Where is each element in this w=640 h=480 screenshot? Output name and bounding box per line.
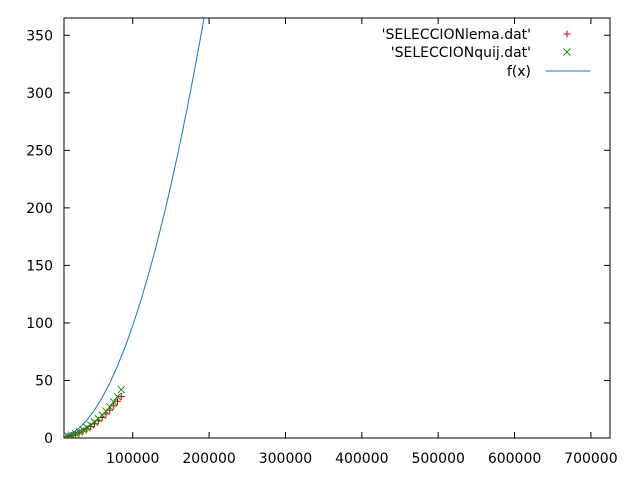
legend-label: f(x) [507,64,531,80]
legend-label: 'SELECCIONquij.dat' [391,45,531,61]
point-seleccionlema [113,397,121,405]
point-seleccionquij [105,402,114,411]
point-seleccionquij [117,385,126,394]
y-tick-label: 250 [26,143,53,159]
x-tick-label: 700000 [564,451,617,467]
y-tick-label: 350 [26,28,53,44]
point-seleccionlema [117,393,125,401]
y-tick-label: 50 [35,373,53,389]
y-tick-label: 150 [26,258,53,274]
point-seleccionquij [109,398,118,406]
point-seleccionquij [113,392,122,401]
y-tick-label: 200 [26,201,53,217]
plot-area [64,18,205,438]
legend-label: 'SELECCIONlema.dat' [382,27,531,43]
x-axis: 100000 200000 300000 400000 500000 600000 7000… [106,18,618,467]
x-tick-label: 500000 [411,451,464,467]
x-tick-label: 300000 [259,451,312,467]
point-seleccionquij [71,429,80,438]
y-tick-label: 0 [44,431,53,447]
x-tick-label: 200000 [182,451,235,467]
plot-border [63,17,611,439]
series-line-fx [64,18,205,438]
point-seleccionquij [79,426,87,434]
y-tick-label: 100 [26,316,53,332]
legend: 'SELECCIONlema.dat' 'SELECCIONquij.dat' f(… [382,27,590,80]
x-tick-label: 100000 [106,451,159,467]
x-tick-label: 400000 [335,451,388,467]
point-seleccionquij [86,421,95,429]
x-tick-label: 600000 [488,451,541,467]
legend-swatch-marker [563,48,571,56]
y-tick-label: 300 [26,86,53,102]
legend-swatch-marker [563,30,571,38]
point-seleccionquij [83,423,91,432]
y-axis: 0 50 100 150 200 250 300 350 [26,28,610,447]
